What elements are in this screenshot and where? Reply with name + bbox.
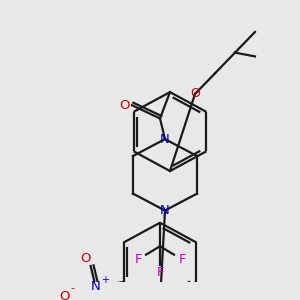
Text: +: + bbox=[100, 275, 109, 285]
Text: N: N bbox=[91, 280, 100, 293]
Text: F: F bbox=[178, 253, 186, 266]
Text: F: F bbox=[156, 266, 164, 279]
Text: N: N bbox=[160, 133, 170, 146]
Text: -: - bbox=[70, 284, 75, 293]
Text: O: O bbox=[190, 88, 200, 100]
Text: F: F bbox=[134, 253, 142, 266]
Text: N: N bbox=[160, 204, 170, 217]
Text: O: O bbox=[80, 252, 91, 265]
Text: O: O bbox=[59, 290, 70, 300]
Text: O: O bbox=[119, 99, 129, 112]
